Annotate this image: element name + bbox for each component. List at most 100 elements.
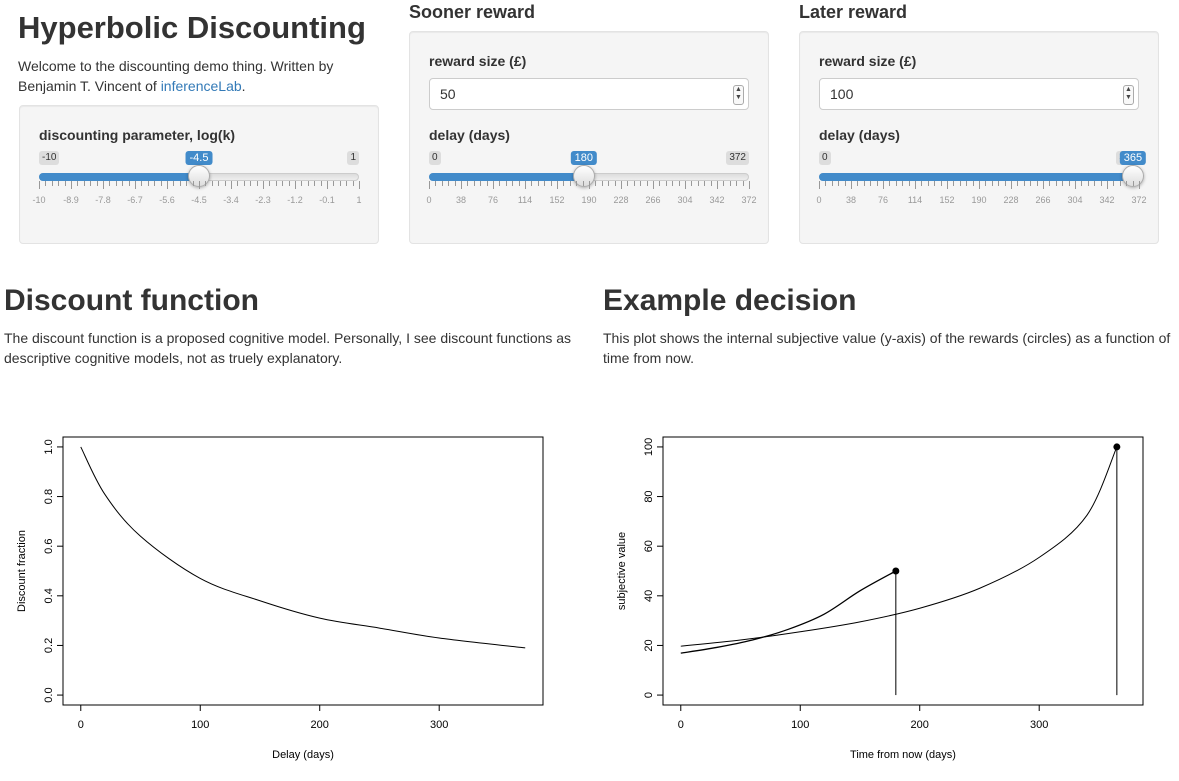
sooner-slider-tick-mark — [710, 181, 712, 186]
later-slider-tick-mark — [838, 181, 840, 186]
later-slider-tick-mark — [1055, 181, 1057, 186]
y-tick-label: 80 — [643, 490, 655, 502]
logk-slider-tick-label: -6.7 — [127, 195, 143, 205]
logk-slider-tick-mark — [333, 181, 335, 186]
sooner-slider-tick-mark — [608, 181, 610, 186]
later-slider-tick-mark — [883, 181, 884, 189]
later-reward-size-input[interactable]: 100 ▲ ▼ — [819, 78, 1139, 110]
sooner-slider-tick-mark — [493, 181, 494, 189]
y-tick-label: 1.0 — [43, 439, 55, 454]
sooner-slider-tick-mark — [467, 181, 469, 186]
intro-end: . — [241, 78, 246, 94]
y-tick-label: 40 — [643, 590, 655, 602]
sooner-slider-tick-mark — [659, 181, 661, 186]
sooner-slider-tick-mark — [448, 181, 450, 186]
later-slider-tick-mark — [1126, 181, 1128, 186]
logk-slider-tick-mark — [211, 181, 213, 186]
sooner-slider-tick-mark — [454, 181, 456, 186]
later-slider-tick-mark — [934, 181, 936, 186]
sooner-slider-tick-mark — [742, 181, 744, 186]
logk-slider-tick-label: -10 — [32, 195, 46, 205]
sooner-slider-tick-label: 114 — [517, 195, 533, 205]
logk-slider-tick-mark — [160, 181, 162, 186]
sooner-slider-tick-mark — [627, 181, 629, 186]
plot-frame — [62, 436, 544, 706]
sooner-slider-tick-mark — [640, 181, 642, 186]
sooner-slider-tick-mark — [544, 181, 546, 186]
logk-slider-tick-mark — [320, 181, 322, 186]
sooner-reward-size-value: 50 — [440, 86, 456, 102]
later-slider-tick-mark — [895, 181, 897, 186]
later-slider-tick-mark — [1011, 181, 1012, 189]
logk-slider[interactable]: -10 1 -4.5 -10 -8.9 -7.8 -6.7 -5.6 -4.5 -3.4 -2.3 -… — [32, 151, 362, 211]
sooner-slider-tick-mark — [525, 181, 526, 189]
series-line-2 — [680, 446, 1118, 647]
sooner-slider-tick-label: 152 — [549, 195, 565, 205]
sooner-delay-slider[interactable]: 0 372 180 0 38 76 114 152 190 228 266 304 342 372 — [426, 151, 757, 211]
sooner-reward-size-input[interactable]: 50 ▲ ▼ — [429, 78, 749, 110]
later-slider-value-label: 365 — [1119, 151, 1147, 165]
sooner-slider-tick-mark — [518, 181, 520, 186]
sooner-slider-tick-label: 228 — [613, 195, 629, 205]
logk-slider-tick-mark — [243, 181, 245, 186]
logk-slider-tick-mark — [199, 181, 200, 189]
later-slider-tick-label: 342 — [1099, 195, 1115, 205]
logk-slider-tick-mark — [135, 181, 136, 189]
later-slider-tick-mark — [985, 181, 987, 186]
later-slider-tick-mark — [825, 181, 827, 186]
logk-slider-max-label: 1 — [347, 151, 359, 165]
later-slider-tick-mark — [966, 181, 968, 186]
sooner-slider-tick-label: 342 — [709, 195, 725, 205]
later-slider-tick-label: 114 — [907, 195, 923, 205]
later-slider-tick-label: 190 — [971, 195, 987, 205]
later-reward-size-label: reward size (£) — [819, 53, 917, 69]
logk-slider-tick-label: -3.4 — [223, 195, 239, 205]
sooner-slider-tick-mark — [601, 181, 603, 186]
later-slider-tick-mark — [870, 181, 872, 186]
sooner-slider-tick-mark — [499, 181, 501, 186]
later-slider-tick-mark — [998, 181, 1000, 186]
inferencelab-link[interactable]: inferenceLab — [160, 78, 242, 94]
logk-slider-tick-mark — [141, 181, 143, 186]
sooner-slider-tick-mark — [461, 181, 462, 189]
later-slider-tick-mark — [1132, 181, 1134, 186]
y-tick-label: 0.4 — [43, 588, 55, 603]
example-decision-title: Example decision — [603, 284, 857, 317]
logk-slider-tick-mark — [295, 181, 296, 189]
logk-slider-tick-label: -8.9 — [63, 195, 79, 205]
reward-point-1 — [892, 567, 900, 575]
later-slider-tick-mark — [857, 181, 859, 186]
later-slider-handle[interactable] — [1121, 165, 1144, 187]
later-slider-tick-mark — [851, 181, 852, 189]
later-slider-tick-mark — [979, 181, 980, 189]
sooner-reward-title: Sooner reward — [409, 2, 536, 22]
logk-slider-tick-mark — [224, 181, 226, 186]
logk-slider-tick-mark — [218, 181, 220, 186]
later-slider-tick-mark — [1094, 181, 1096, 186]
logk-slider-tick-mark — [147, 181, 149, 186]
later-slider-tick-mark — [947, 181, 948, 189]
sooner-slider-tick-mark — [486, 181, 488, 186]
sooner-slider-min-label: 0 — [429, 151, 441, 165]
later-slider-tick-mark — [1075, 181, 1076, 189]
sooner-slider-tick-mark — [646, 181, 648, 186]
logk-slider-tick-mark — [301, 181, 303, 186]
later-slider-tick-mark — [819, 181, 820, 189]
x-tick-label: 100 — [191, 719, 209, 731]
discount-function-description: The discount function is a proposed cogn… — [4, 330, 572, 366]
later-delay-slider[interactable]: 037236503876114152190228266304342372 — [816, 151, 1147, 211]
logk-slider-tick-mark — [58, 181, 60, 186]
later-slider-ticks — [819, 181, 1140, 191]
later-stepper-icon[interactable]: ▲ ▼ — [1123, 85, 1134, 105]
sooner-slider-tick-mark — [569, 181, 571, 186]
sooner-slider-tick-mark — [582, 181, 584, 186]
x-tick-label: 300 — [430, 719, 448, 731]
later-slider-tick-mark — [1113, 181, 1115, 186]
logk-slider-tick-mark — [90, 181, 92, 186]
sooner-stepper-icon[interactable]: ▲ ▼ — [733, 85, 744, 105]
later-slider-tick-mark — [953, 181, 955, 186]
sooner-reward-panel: reward size (£) 50 ▲ ▼ delay (days) 0 372 1… — [409, 31, 769, 244]
sooner-slider-tick-mark — [589, 181, 590, 189]
sooner-slider-tick-mark — [537, 181, 539, 186]
sooner-slider-tick-mark — [665, 181, 667, 186]
